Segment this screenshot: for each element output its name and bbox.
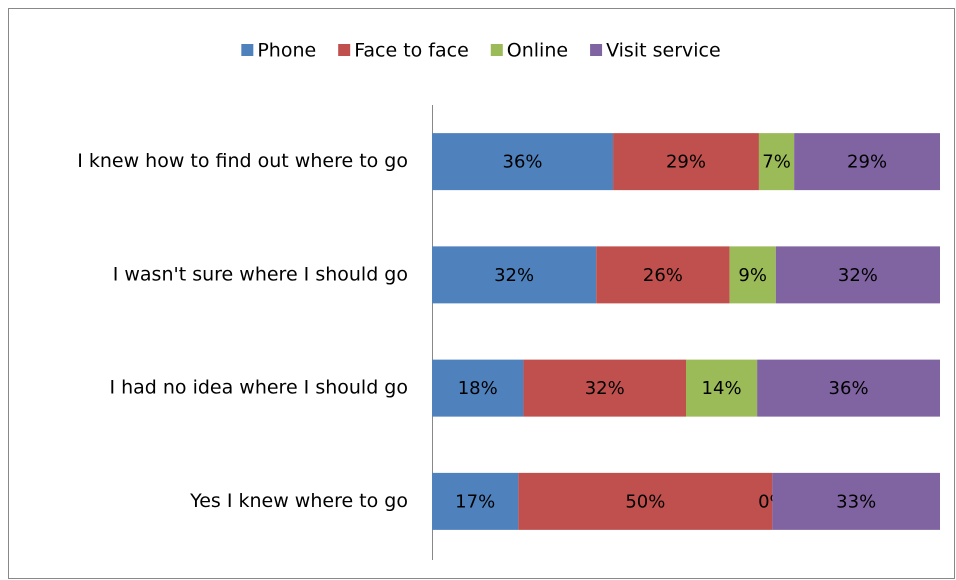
- value-label: 50%: [625, 491, 665, 512]
- bar-segment: [772, 472, 940, 530]
- bar-segment: [757, 359, 940, 417]
- legend-swatch: [338, 44, 351, 56]
- value-label: 29%: [666, 152, 706, 173]
- bar-segment: [432, 133, 614, 191]
- bar-segment: [686, 359, 758, 417]
- value-label: 33%: [836, 491, 876, 512]
- bar-segment: [729, 246, 776, 304]
- legend-swatch: [490, 44, 503, 56]
- value-label: 9%: [738, 265, 767, 286]
- bar-segment: [596, 246, 730, 304]
- value-label: 17%: [455, 491, 495, 512]
- bar-segment: [518, 472, 773, 530]
- bar-segment: [432, 359, 524, 417]
- value-label: 32%: [585, 378, 625, 399]
- value-label: 36%: [503, 152, 543, 173]
- category-label: I wasn't sure where I should go: [113, 263, 408, 285]
- bar-segment: [613, 133, 759, 191]
- legend-label: Face to face: [354, 40, 469, 62]
- value-label: 36%: [829, 378, 869, 399]
- legend-swatch: [241, 44, 254, 56]
- legend-label: Visit service: [606, 40, 721, 62]
- bar-segment: [794, 133, 940, 191]
- value-label: 32%: [838, 265, 878, 286]
- value-label: 26%: [643, 265, 683, 286]
- legend-label: Phone: [257, 40, 316, 62]
- legend-swatch: [590, 44, 603, 56]
- bar-segment: [775, 246, 940, 304]
- category-label: Yes I knew where to go: [189, 490, 408, 512]
- bar-segment: [432, 472, 519, 530]
- value-label: 32%: [494, 265, 534, 286]
- category-label: I knew how to find out where to go: [77, 150, 408, 172]
- category-label: I had no idea where I should go: [109, 377, 408, 399]
- bar-segment: [523, 359, 686, 417]
- value-label: 14%: [702, 378, 742, 399]
- legend-label: Online: [507, 40, 568, 62]
- bar-segment: [758, 133, 795, 191]
- bar-segment: [432, 246, 597, 304]
- value-label: 18%: [458, 378, 498, 399]
- value-label: 7%: [762, 152, 791, 173]
- value-label: 29%: [847, 152, 887, 173]
